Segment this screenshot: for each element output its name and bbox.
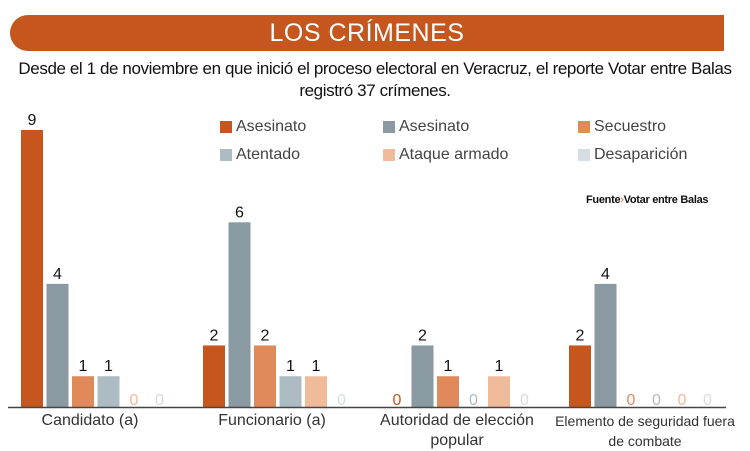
data-label: 0 — [155, 392, 164, 409]
data-label: 0 — [469, 392, 478, 409]
legend-swatch — [383, 121, 395, 133]
source-value: Votar entre Balas — [623, 194, 709, 206]
bar — [305, 376, 327, 407]
legend-label: Asesinato — [399, 118, 470, 135]
category-label: Autoridad de elección popular — [380, 412, 534, 449]
chart-title: LOS CRÍMENES — [10, 15, 724, 51]
legend-item: Secuestro — [578, 118, 666, 136]
data-label: 4 — [53, 266, 62, 283]
data-label: 1 — [104, 358, 113, 375]
data-label: 2 — [210, 327, 219, 344]
legend-swatch — [578, 149, 590, 161]
data-label: 0 — [652, 392, 661, 409]
source-label: Fuente — [586, 194, 621, 206]
legend-label: Atentado — [236, 146, 301, 163]
source-note: Fuente›Votar entre Balas — [586, 194, 709, 206]
bar — [254, 345, 276, 407]
legend-swatch — [220, 121, 232, 133]
legend-item: Ataque armado — [383, 146, 508, 164]
data-label: 9 — [28, 112, 37, 129]
legend-label: Ataque armado — [399, 146, 509, 163]
data-label: 0 — [337, 392, 346, 409]
data-label: 1 — [79, 358, 88, 375]
legend-item: Desaparición — [578, 146, 687, 164]
category-label: Funcionario (a) — [218, 412, 326, 429]
data-label: 6 — [235, 204, 244, 221]
bar — [46, 283, 69, 407]
data-label: 1 — [312, 358, 321, 375]
data-label: 0 — [520, 392, 529, 409]
bar — [203, 345, 225, 407]
bar — [228, 222, 251, 407]
data-label: 0 — [703, 392, 712, 409]
source-separator: › — [620, 194, 624, 206]
chart-subtitle: Desde el 1 de noviembre en que inició el… — [18, 59, 732, 100]
legend-item: Asesinato — [383, 118, 469, 136]
data-label: 4 — [601, 266, 610, 283]
data-label: 1 — [286, 358, 295, 375]
bar — [97, 376, 120, 407]
legend-label: Asesinato — [236, 118, 307, 135]
data-label: 0 — [678, 392, 687, 409]
data-label: 2 — [576, 327, 585, 344]
category-label: Candidato (a) — [41, 412, 139, 429]
category-label: Elemento de seguridad fuera de combate — [555, 413, 735, 449]
legend-item: Atentado — [220, 146, 300, 164]
legend-item: Asesinato — [220, 118, 306, 136]
bar — [569, 345, 591, 407]
data-label: 0 — [627, 392, 636, 409]
legend-label: Desaparición — [594, 146, 688, 163]
legend-label: Secuestro — [594, 118, 667, 135]
data-label: 0 — [130, 392, 139, 409]
bar — [411, 345, 434, 407]
bar — [279, 376, 302, 407]
data-label: 1 — [495, 358, 504, 375]
bar — [21, 130, 43, 407]
legend-swatch — [220, 149, 232, 161]
bar — [594, 283, 617, 407]
data-label: 0 — [393, 392, 402, 409]
bar — [72, 376, 94, 407]
data-label: 2 — [418, 327, 427, 344]
bar — [488, 376, 510, 407]
legend-swatch — [578, 121, 590, 133]
bar — [437, 376, 459, 407]
legend-swatch — [383, 149, 395, 161]
data-label: 2 — [261, 327, 270, 344]
data-label: 1 — [444, 358, 453, 375]
